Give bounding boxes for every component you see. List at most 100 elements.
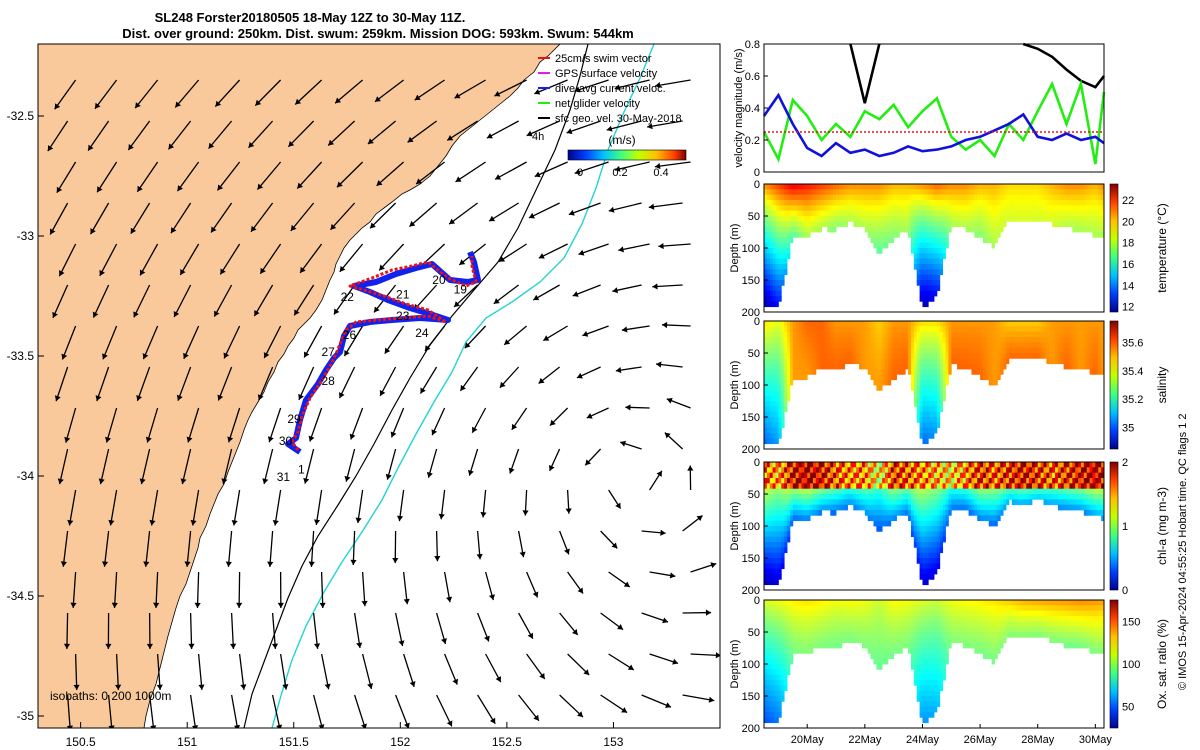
- section-cell: [1069, 326, 1073, 333]
- section-cell: [798, 232, 802, 238]
- velocity-vector-head: [420, 387, 426, 394]
- section-cell: [853, 483, 857, 490]
- section-cell: [1095, 331, 1099, 338]
- section-cell: [913, 205, 918, 212]
- section-cell: [1052, 342, 1056, 349]
- velocity-vector-head: [111, 602, 118, 608]
- section-cell: [922, 472, 926, 479]
- section-cell: [928, 411, 932, 418]
- section-cell: [781, 264, 785, 270]
- section-cell: [853, 194, 857, 201]
- section-cell: [861, 326, 866, 333]
- section-cell: [784, 200, 788, 206]
- section-cell: [1066, 184, 1070, 190]
- section-cell: [925, 253, 929, 260]
- section-cell: [787, 536, 791, 543]
- section-cell: [1078, 478, 1082, 484]
- section-cell: [902, 478, 906, 484]
- section-cell: [1060, 216, 1065, 222]
- section-cell: [827, 331, 831, 338]
- section-cell: [959, 488, 964, 495]
- section-cell: [772, 674, 776, 681]
- section-cell: [804, 499, 808, 506]
- section-cell: [948, 337, 952, 343]
- section-cell: [778, 363, 782, 370]
- section-cell: [821, 358, 825, 365]
- section-cell: [789, 637, 794, 644]
- section-cell: [942, 520, 946, 527]
- velocity-vector-head: [455, 176, 462, 182]
- section-cell: [980, 353, 984, 359]
- section-cell: [836, 321, 840, 327]
- section-cell: [867, 369, 872, 375]
- section-cell: [1075, 200, 1079, 206]
- section-cell: [977, 363, 981, 370]
- section-cell: [985, 483, 990, 490]
- section-cell: [1006, 205, 1010, 212]
- velocity-vector-head: [295, 98, 302, 105]
- section-cell: [769, 472, 774, 479]
- section-cell: [784, 526, 788, 532]
- section-cell: [827, 499, 831, 506]
- velocity-vector: [130, 202, 151, 235]
- section-cell: [882, 488, 886, 495]
- section-cell: [902, 189, 906, 196]
- section-cell: [766, 264, 771, 270]
- velocity-vector: [309, 407, 323, 442]
- section-cell: [876, 205, 880, 212]
- section-cell: [1040, 216, 1044, 222]
- section-cell: [922, 542, 926, 548]
- section-cell: [827, 337, 831, 343]
- section-cell: [928, 248, 932, 254]
- section-cell: [928, 280, 932, 286]
- section-cell: [1075, 467, 1079, 474]
- section-cell: [864, 184, 869, 190]
- velocity-vector: [312, 694, 323, 728]
- section-cell: [789, 658, 794, 665]
- velocity-vector-head: [367, 683, 374, 689]
- section-cell: [974, 221, 978, 228]
- section-cell: [824, 221, 828, 228]
- section-cell: [925, 232, 929, 238]
- velocity-vector: [315, 489, 323, 525]
- section-cell: [810, 648, 814, 654]
- velocity-vector-head: [190, 519, 197, 526]
- section-cell: [769, 536, 774, 543]
- section-cell: [1086, 326, 1090, 333]
- section-cell: [919, 462, 923, 468]
- section-cell: [951, 488, 955, 495]
- section-cell: [985, 472, 990, 479]
- section-cell: [913, 504, 918, 511]
- section-cell: [919, 406, 923, 413]
- section-cell: [890, 504, 895, 511]
- section-cell: [841, 472, 846, 479]
- section-cell: [980, 210, 984, 217]
- section-cell: [827, 494, 831, 500]
- section-cell: [910, 494, 915, 500]
- section-cell: [830, 347, 834, 354]
- section-cell: [821, 472, 825, 479]
- section-cell: [928, 547, 932, 554]
- section-cell: [861, 499, 866, 506]
- section-cell: [980, 321, 984, 327]
- section-cell: [925, 184, 929, 190]
- velocity-vector: [217, 366, 233, 401]
- section-cell: [1052, 205, 1056, 212]
- section-cell: [807, 510, 811, 516]
- section-cell: [844, 331, 848, 338]
- section-cell: [766, 301, 771, 308]
- section-cell: [974, 369, 978, 375]
- section-cell: [908, 510, 912, 516]
- section-cell: [951, 353, 955, 359]
- section-cell: [781, 696, 785, 702]
- section-cell: [954, 494, 958, 500]
- section-cell: [815, 331, 820, 338]
- section-cell: [778, 642, 782, 649]
- section-cell: [991, 462, 995, 468]
- section-cell: [766, 385, 771, 391]
- section-cell: [893, 374, 897, 381]
- section-cell: [1023, 488, 1027, 495]
- section-cell: [913, 536, 918, 543]
- section-cell: [778, 558, 782, 564]
- velocity-vector-head: [230, 643, 237, 649]
